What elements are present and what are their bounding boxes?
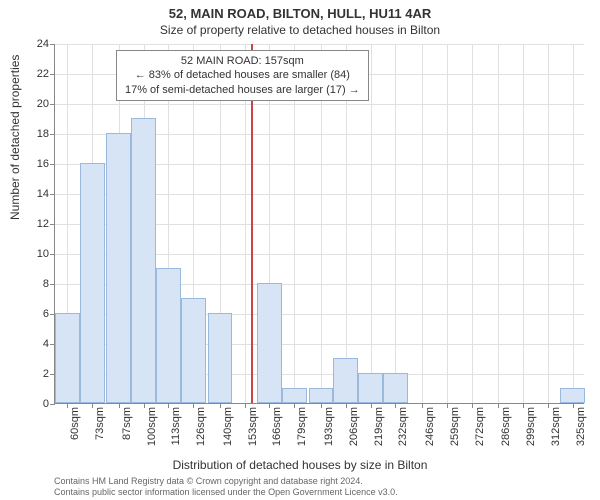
y-tick-label: 18 (37, 128, 55, 140)
x-tick-label: 113sqm (168, 407, 182, 445)
x-tick-label: 286sqm (498, 407, 512, 446)
gridline-h (55, 44, 584, 45)
bar (208, 313, 233, 403)
y-tick-label: 10 (37, 248, 55, 260)
x-tick-label: 100sqm (144, 407, 158, 446)
x-tick-label: 272sqm (472, 407, 486, 446)
gridline-v (395, 44, 396, 403)
x-tick-label: 193sqm (321, 407, 335, 446)
x-tick-label: 126sqm (193, 407, 207, 446)
x-tick-label: 206sqm (346, 407, 360, 446)
x-tick-label: 219sqm (371, 407, 385, 446)
x-tick-label: 246sqm (422, 407, 436, 446)
y-tick-label: 20 (37, 98, 55, 110)
gridline-v (548, 44, 549, 403)
chart-subtitle: Size of property relative to detached ho… (0, 21, 600, 37)
x-tick-label: 60sqm (67, 407, 81, 440)
x-tick-label: 153sqm (245, 407, 259, 446)
y-axis-label: Number of detached properties (8, 55, 22, 220)
plot-area: 02468101214161820222460sqm73sqm87sqm100s… (54, 44, 584, 404)
x-tick-label: 140sqm (220, 407, 234, 446)
x-axis-label: Distribution of detached houses by size … (0, 458, 600, 472)
gridline-h (55, 104, 584, 105)
bar (333, 358, 358, 403)
x-tick-label: 312sqm (548, 407, 562, 446)
gridline-v (422, 44, 423, 403)
footer-text-1: Contains HM Land Registry data © Crown c… (54, 476, 363, 486)
bar (383, 373, 408, 403)
y-tick-label: 22 (37, 68, 55, 80)
gridline-v (472, 44, 473, 403)
y-tick-label: 16 (37, 158, 55, 170)
gridline-v (498, 44, 499, 403)
y-tick-label: 4 (43, 338, 55, 350)
y-tick-label: 12 (37, 218, 55, 230)
bar (181, 298, 206, 403)
x-tick-label: 325sqm (573, 407, 587, 446)
bar (156, 268, 181, 403)
bar (282, 388, 307, 403)
y-tick-label: 0 (43, 398, 55, 410)
x-tick-label: 179sqm (294, 407, 308, 446)
annotation-box: 52 MAIN ROAD: 157sqm ← 83% of detached h… (116, 50, 369, 101)
chart-title: 52, MAIN ROAD, BILTON, HULL, HU11 4AR (0, 0, 600, 21)
gridline-v (447, 44, 448, 403)
bar (55, 313, 80, 403)
y-tick-label: 24 (37, 38, 55, 50)
x-tick-label: 299sqm (523, 407, 537, 446)
y-tick-label: 8 (43, 278, 55, 290)
annotation-line2: ← 83% of detached houses are smaller (84… (125, 68, 360, 82)
y-tick-label: 14 (37, 188, 55, 200)
x-tick-label: 259sqm (447, 407, 461, 446)
footer-text-2: Contains public sector information licen… (54, 487, 398, 497)
bar (358, 373, 383, 403)
y-tick-label: 6 (43, 308, 55, 320)
gridline-v (523, 44, 524, 403)
gridline-v (573, 44, 574, 403)
x-tick-label: 166sqm (269, 407, 283, 446)
chart-container: 52, MAIN ROAD, BILTON, HULL, HU11 4AR Si… (0, 0, 600, 500)
annotation-line1: 52 MAIN ROAD: 157sqm (125, 54, 360, 68)
bar (131, 118, 156, 403)
x-tick-label: 73sqm (92, 407, 106, 440)
x-tick-label: 87sqm (119, 407, 133, 440)
gridline-v (371, 44, 372, 403)
bar (257, 283, 282, 403)
annotation-line3: 17% of semi-detached houses are larger (… (125, 83, 360, 97)
bar (106, 133, 131, 403)
x-tick-label: 232sqm (395, 407, 409, 446)
y-tick-label: 2 (43, 368, 55, 380)
bar (560, 388, 585, 403)
bar (309, 388, 334, 403)
bar (80, 163, 105, 403)
